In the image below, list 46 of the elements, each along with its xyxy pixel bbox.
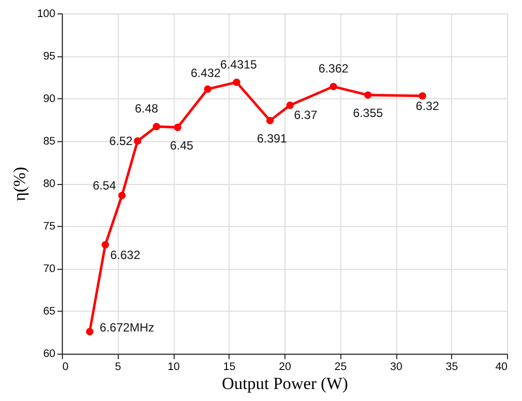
point [330,82,338,90]
annotation: 6.632 [110,248,141,262]
y-axis-title: η(%) [10,166,30,202]
point [86,328,94,336]
x-tick-label: 5 [114,361,122,374]
y-tick-label: 65 [43,306,56,318]
annotation: 6.48 [134,102,158,116]
annotation: 6.32 [416,98,440,113]
point [174,124,182,132]
x-tick-label: 0 [62,361,68,374]
annotation: 6.391 [257,132,288,146]
annotation: 6.4315 [220,57,258,72]
annotation: 6.672MHz [100,320,154,335]
x-tick-label: 25 [334,361,347,374]
annotation: 6.355 [352,106,384,120]
annotation: 6.45 [170,138,194,152]
point [286,102,294,109]
point [204,85,212,93]
x-tick-label: 20 [278,361,292,374]
y-tick-label: 85 [43,135,56,148]
y-tick-label: 70 [43,263,56,276]
x-axis-title: Output Power (W) [222,374,348,394]
annotation: 6.54 [92,178,116,192]
point [418,92,426,100]
x-tick-label: 30 [390,361,402,374]
x-tick-label: 40 [495,361,508,374]
point [118,192,126,200]
point [364,91,372,99]
point [266,116,274,124]
y-tick-label: 95 [43,50,56,62]
y-tick-label: 80 [43,178,56,190]
x-tick-label: 10 [168,361,180,374]
y-tick-label: 100 [37,8,56,20]
point [134,137,142,145]
point [232,78,240,86]
annotation: 6.362 [318,62,349,76]
y-tick-label: 60 [43,348,56,360]
point [152,122,160,130]
y-tick-label: 90 [43,92,56,105]
x-tick-label: 35 [446,361,458,374]
annotation: 6.52 [109,134,133,148]
annotation: 6.37 [294,108,318,122]
annotation: 6.432 [190,66,221,80]
y-tick-label: 75 [43,220,56,233]
point [102,241,109,248]
x-tick-label: 15 [223,361,236,374]
